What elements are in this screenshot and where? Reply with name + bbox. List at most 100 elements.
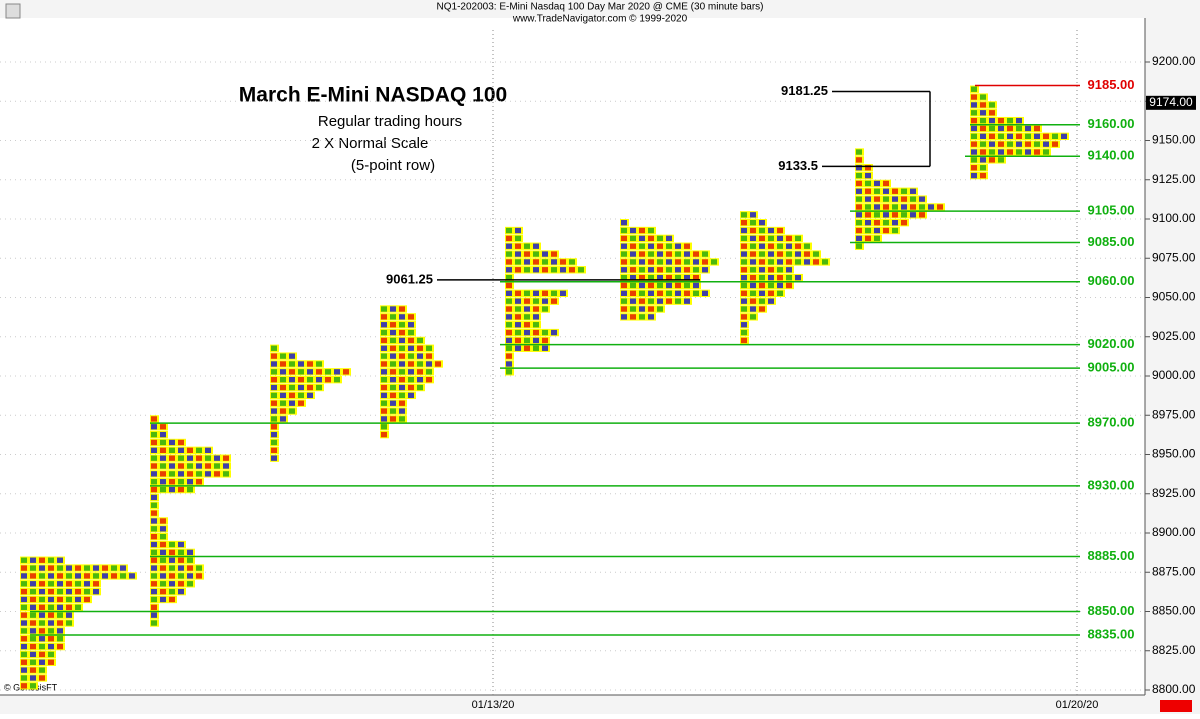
tpo-letter xyxy=(542,251,548,257)
tpo-letter xyxy=(506,337,512,344)
tpo-letter xyxy=(417,345,423,351)
tpo-letter xyxy=(515,306,521,312)
tpo-row xyxy=(150,525,168,533)
tpo-letter xyxy=(759,290,765,296)
tpo-row xyxy=(740,266,794,274)
tpo-letter xyxy=(804,251,810,257)
tpo-letter xyxy=(178,479,184,485)
tpo-letter xyxy=(307,384,313,391)
tpo-letter xyxy=(883,220,889,226)
tpo-letter xyxy=(750,212,756,218)
tpo-letter xyxy=(187,463,193,469)
tpo-letter xyxy=(160,573,166,579)
tpo-letter xyxy=(989,157,995,163)
tpo-letter xyxy=(21,581,27,587)
tpo-letter xyxy=(524,267,530,273)
tpo-letter xyxy=(271,416,277,422)
tpo-letter xyxy=(980,172,986,179)
tpo-letter xyxy=(741,298,747,304)
tpo-letter xyxy=(169,573,175,579)
tpo-letter xyxy=(30,565,36,571)
note: Regular trading hours xyxy=(318,113,462,130)
tpo-letter xyxy=(289,384,295,391)
tpo-letter xyxy=(48,651,54,658)
tpo-letter xyxy=(30,659,36,665)
tpo-letter xyxy=(786,282,792,289)
tpo-letter xyxy=(169,541,175,548)
tpo-letter xyxy=(399,322,405,328)
scroll-arrow[interactable] xyxy=(1160,700,1192,712)
tpo-letter xyxy=(151,581,157,587)
tpo-letter xyxy=(768,267,774,273)
level-label: 9185.00 xyxy=(1088,77,1135,92)
tpo-letter xyxy=(280,384,286,391)
tpo-letter xyxy=(750,259,756,265)
tpo-letter xyxy=(621,274,627,281)
y-tick-label: 8975.00 xyxy=(1152,407,1196,421)
tpo-letter xyxy=(750,298,756,304)
tpo-letter xyxy=(569,267,575,273)
tpo-letter xyxy=(750,274,756,281)
tpo-letter xyxy=(759,267,765,273)
tpo-letter xyxy=(151,494,157,501)
tpo-letter xyxy=(169,439,175,446)
tpo-letter xyxy=(120,573,126,579)
tpo-letter xyxy=(334,377,340,383)
tpo-row xyxy=(505,242,541,250)
tpo-letter xyxy=(151,447,157,453)
tpo-row xyxy=(150,572,204,580)
tpo-letter xyxy=(39,588,45,595)
tpo-letter xyxy=(381,361,387,367)
tpo-letter xyxy=(901,212,907,218)
tpo-letter xyxy=(57,573,63,579)
tpo-letter xyxy=(426,345,432,351)
tpo-letter xyxy=(187,486,193,493)
y-tick-label: 9025.00 xyxy=(1152,329,1196,343)
tpo-letter xyxy=(399,369,405,375)
tpo-letter xyxy=(160,565,166,571)
tpo-letter xyxy=(901,220,907,226)
tpo-letter xyxy=(533,251,539,257)
tpo-letter xyxy=(417,337,423,344)
tpo-letter xyxy=(874,204,880,210)
tpo-letter xyxy=(971,172,977,179)
tpo-letter xyxy=(30,573,36,579)
tpo-letter xyxy=(151,416,157,422)
tpo-letter xyxy=(560,290,566,296)
tpo-letter xyxy=(506,329,512,336)
tpo-row xyxy=(970,140,1060,148)
tpo-letter xyxy=(1016,149,1022,155)
tpo-letter xyxy=(621,298,627,304)
tpo-letter xyxy=(399,353,405,359)
tpo-letter xyxy=(919,196,925,202)
tpo-row xyxy=(150,587,186,596)
menu-button[interactable] xyxy=(5,3,21,19)
tpo-letter xyxy=(777,227,783,234)
tpo-letter xyxy=(271,384,277,391)
x-tick-label: 01/13/20 xyxy=(472,699,515,711)
tpo-letter xyxy=(280,369,286,375)
tpo-letter xyxy=(533,290,539,296)
tpo-letter xyxy=(515,235,521,242)
tpo-letter xyxy=(533,345,539,351)
tpo-letter xyxy=(223,471,229,477)
tpo-letter xyxy=(30,557,36,563)
tpo-letter xyxy=(75,596,81,603)
tpo-letter xyxy=(786,251,792,257)
tpo-letter xyxy=(768,274,774,281)
tpo-letter xyxy=(901,196,907,202)
tpo-letter xyxy=(524,345,530,351)
tpo-letter xyxy=(151,431,157,438)
tpo-letter xyxy=(381,431,387,438)
tpo-letter xyxy=(759,220,765,226)
tpo-letter xyxy=(48,659,54,665)
tpo-letter xyxy=(408,377,414,383)
tpo-letter xyxy=(75,565,81,571)
tpo-letter xyxy=(390,400,396,406)
tpo-letter xyxy=(271,455,277,461)
tpo-row xyxy=(620,289,710,297)
tpo-letter xyxy=(1016,141,1022,147)
tpo-letter xyxy=(874,212,880,218)
tpo-letter xyxy=(271,361,277,367)
